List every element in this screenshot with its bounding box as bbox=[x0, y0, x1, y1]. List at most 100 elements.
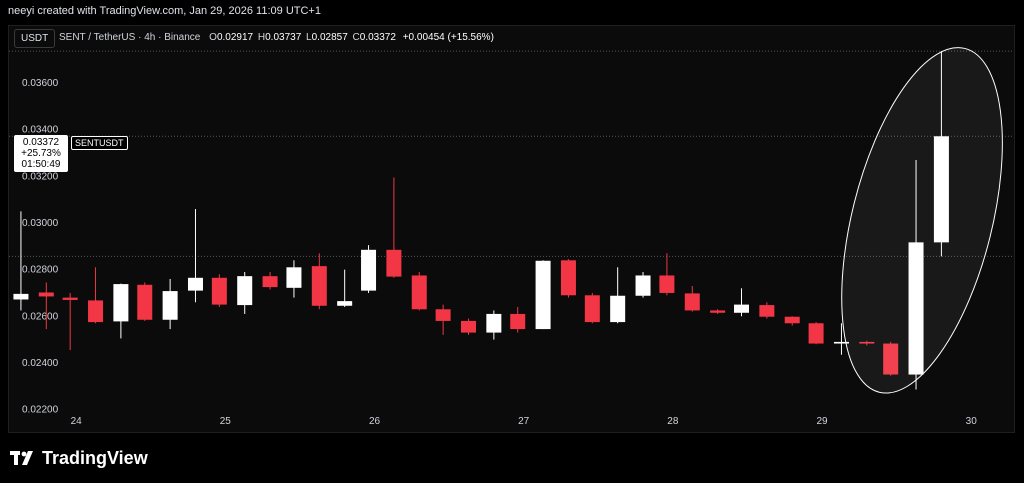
candle bbox=[460, 318, 476, 335]
candle-body bbox=[460, 320, 476, 333]
candle-body bbox=[733, 304, 749, 313]
candle bbox=[759, 302, 775, 319]
candle-body bbox=[211, 277, 227, 305]
candle-body bbox=[88, 300, 104, 323]
candle bbox=[833, 323, 849, 355]
close-value: 0.03372 bbox=[359, 32, 396, 43]
ohlc-legend: SENT / TetherUS · 4h · Binance O0.02917 … bbox=[59, 32, 494, 43]
y-tick-label: 0.03600 bbox=[22, 78, 59, 89]
candle-body bbox=[137, 284, 153, 320]
candle bbox=[659, 253, 675, 296]
candle bbox=[908, 160, 924, 390]
open-value: 0.02917 bbox=[216, 32, 254, 43]
candle bbox=[933, 51, 949, 257]
candle bbox=[62, 292, 78, 351]
y-tick-label: 0.03400 bbox=[22, 125, 59, 136]
candle bbox=[411, 271, 427, 311]
candle-body bbox=[584, 295, 600, 323]
candle-body bbox=[113, 284, 129, 322]
candle-body bbox=[386, 249, 402, 277]
candle bbox=[560, 259, 576, 298]
candle bbox=[535, 260, 551, 330]
candle-body bbox=[262, 276, 278, 288]
candle bbox=[733, 288, 749, 317]
attribution-text: neeyi created with TradingView.com, Jan … bbox=[8, 5, 321, 17]
candle bbox=[510, 306, 526, 333]
candle bbox=[883, 341, 899, 376]
low-label: L bbox=[306, 32, 312, 43]
close-label: C bbox=[352, 32, 360, 43]
symbol-line: SENT / TetherUS · 4h · Binance bbox=[59, 32, 201, 43]
symbol-tag: SENTUSDT bbox=[71, 136, 128, 150]
y-tick-label: 0.03000 bbox=[22, 218, 59, 229]
candle-body bbox=[933, 136, 949, 243]
candle bbox=[386, 177, 402, 278]
candle bbox=[684, 285, 700, 312]
high-label: H bbox=[257, 32, 266, 43]
candle bbox=[710, 309, 726, 314]
candle-body bbox=[337, 301, 353, 306]
high-value: 0.03737 bbox=[265, 32, 302, 43]
candle bbox=[337, 269, 353, 307]
x-tick-label: 24 bbox=[71, 416, 83, 427]
low-value: 0.02857 bbox=[311, 32, 348, 43]
candle-body bbox=[560, 260, 576, 296]
candle-body bbox=[710, 310, 726, 313]
brand-name: TradingView bbox=[42, 448, 148, 468]
candle bbox=[113, 283, 129, 339]
percent-change: +25.73% bbox=[21, 148, 61, 159]
candle bbox=[162, 278, 178, 330]
candle-body bbox=[411, 275, 427, 310]
last-price-marker: 0.03372 +25.73% 01:50:49 bbox=[14, 135, 68, 172]
candle bbox=[13, 211, 29, 311]
candlestick-chart[interactable]: 0.03600 0.03400 0.03200 0.03000 0.02800 0.026… bbox=[9, 26, 1015, 433]
candle-body bbox=[859, 341, 875, 344]
candle-body bbox=[908, 242, 924, 375]
candle-body bbox=[237, 276, 253, 306]
chart-panel[interactable]: 0.03600 0.03400 0.03200 0.03000 0.02800 0.026… bbox=[8, 25, 1015, 433]
candle bbox=[435, 304, 451, 335]
last-price: 0.03372 bbox=[22, 137, 60, 148]
candle-body bbox=[759, 305, 775, 317]
candle bbox=[311, 253, 327, 310]
candle bbox=[584, 292, 600, 324]
candle bbox=[486, 310, 502, 340]
candle bbox=[88, 267, 104, 324]
change-value: +0.00454 (+15.56%) bbox=[402, 32, 494, 43]
candle-body bbox=[610, 295, 626, 323]
y-tick-label: 0.02600 bbox=[22, 311, 59, 322]
candle-body bbox=[808, 323, 824, 344]
candle bbox=[211, 274, 227, 307]
candle-body bbox=[62, 297, 78, 300]
candle bbox=[635, 271, 651, 298]
candle bbox=[137, 282, 153, 321]
candle bbox=[187, 209, 203, 303]
x-tick-label: 26 bbox=[369, 416, 381, 427]
candle bbox=[38, 282, 54, 330]
candle bbox=[262, 271, 278, 290]
candle-body bbox=[784, 316, 800, 324]
candle-body bbox=[659, 275, 675, 293]
x-tick-label: 30 bbox=[966, 416, 978, 427]
candle-body bbox=[187, 277, 203, 291]
candle-body bbox=[833, 341, 849, 344]
y-tick-label: 0.02800 bbox=[22, 265, 59, 276]
y-tick-label: 0.03200 bbox=[22, 171, 59, 182]
y-tick-label: 0.02200 bbox=[22, 405, 59, 416]
candle-body bbox=[486, 313, 502, 333]
candle-body bbox=[635, 275, 651, 296]
candle-body bbox=[361, 249, 377, 291]
candle-body bbox=[311, 266, 327, 306]
candle-body bbox=[13, 293, 29, 300]
candle-body bbox=[684, 293, 700, 311]
currency-selector[interactable]: USDT bbox=[14, 29, 56, 48]
candle bbox=[286, 260, 302, 298]
candle bbox=[859, 340, 875, 346]
candle-body bbox=[162, 291, 178, 320]
candle-body bbox=[435, 309, 451, 321]
candle bbox=[784, 316, 800, 326]
y-tick-label: 0.02400 bbox=[22, 358, 59, 369]
candle-body bbox=[38, 292, 54, 297]
x-tick-label: 28 bbox=[667, 416, 679, 427]
x-tick-label: 29 bbox=[816, 416, 828, 427]
